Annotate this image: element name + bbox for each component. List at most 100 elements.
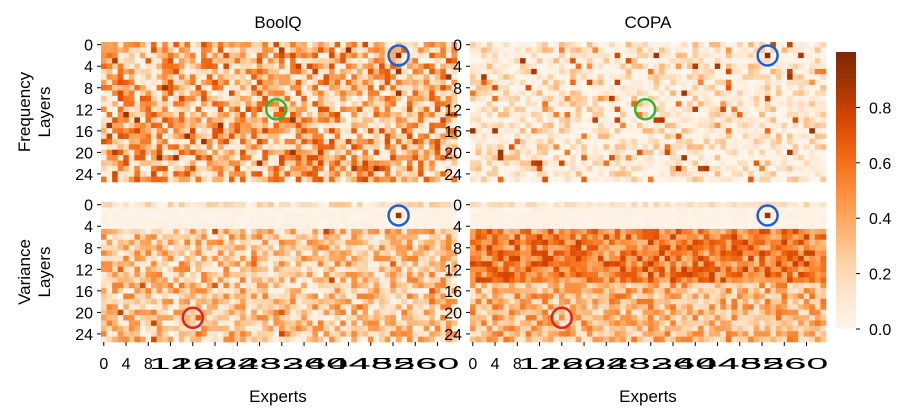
heatmap-cell bbox=[731, 68, 738, 75]
heatmap-cell bbox=[101, 207, 107, 214]
heatmap-cell bbox=[190, 42, 196, 48]
heatmap-cell bbox=[262, 68, 269, 75]
heatmap-cell bbox=[134, 128, 141, 134]
heatmap-cell bbox=[301, 122, 308, 129]
heatmap-cell bbox=[351, 101, 358, 107]
heatmap-cell bbox=[586, 74, 593, 80]
heatmap-cell bbox=[251, 331, 258, 337]
heatmap-cell bbox=[412, 309, 419, 316]
heatmap-cell bbox=[742, 106, 749, 113]
heatmap-cell bbox=[470, 122, 476, 129]
heatmap-cell bbox=[703, 112, 710, 118]
heatmap-cell bbox=[323, 202, 330, 208]
heatmap-cell bbox=[803, 90, 810, 97]
heatmap-cell bbox=[201, 117, 207, 124]
heatmap-cell bbox=[351, 228, 358, 235]
heatmap-cell bbox=[212, 144, 219, 150]
heatmap-cell bbox=[112, 106, 118, 113]
heatmap-cell bbox=[775, 128, 782, 134]
heatmap-cell bbox=[503, 128, 510, 134]
heatmap-cell bbox=[390, 74, 397, 80]
heatmap-cell bbox=[329, 128, 335, 134]
heatmap-cell bbox=[173, 68, 180, 75]
heatmap-cell bbox=[742, 149, 749, 156]
heatmap-cell bbox=[128, 315, 135, 321]
heatmap-cell bbox=[156, 315, 163, 321]
heatmap-cell bbox=[273, 176, 280, 183]
heatmap-cell bbox=[139, 122, 146, 129]
heatmap-cell bbox=[445, 325, 452, 332]
heatmap-cell bbox=[798, 63, 805, 70]
heatmap-cell bbox=[492, 85, 499, 91]
heatmap-cell bbox=[112, 160, 118, 167]
heatmap-cell bbox=[156, 58, 163, 64]
heatmap-cell bbox=[379, 133, 385, 140]
heatmap-cell bbox=[497, 165, 504, 172]
heatmap-cell bbox=[814, 160, 821, 167]
heatmap-cell bbox=[256, 101, 263, 107]
heatmap-cell bbox=[564, 112, 571, 118]
heatmap-cell bbox=[792, 155, 799, 161]
heatmap-cell bbox=[301, 277, 308, 284]
heatmap-cell bbox=[145, 106, 152, 113]
heatmap-cell bbox=[362, 74, 369, 80]
heatmap-cell bbox=[475, 74, 482, 80]
heatmap-cell bbox=[451, 250, 458, 257]
heatmap-cell bbox=[429, 245, 436, 251]
heatmap-cell bbox=[481, 155, 487, 161]
heatmap-cell bbox=[692, 133, 699, 140]
heatmap-cell bbox=[362, 63, 369, 70]
heatmap-cell bbox=[586, 133, 593, 140]
heatmap-cell bbox=[112, 315, 118, 321]
heatmap-cell bbox=[356, 79, 363, 86]
heatmap-cell bbox=[570, 85, 576, 91]
heatmap-cell bbox=[536, 149, 543, 156]
heatmap-cell bbox=[508, 74, 515, 80]
heatmap-cell bbox=[440, 90, 447, 97]
heatmap-cell bbox=[290, 234, 296, 240]
heatmap-cell bbox=[373, 315, 380, 321]
heatmap-cell bbox=[306, 331, 313, 337]
heatmap-cell bbox=[273, 272, 280, 278]
heatmap-cell bbox=[139, 112, 146, 118]
heatmap-cell bbox=[273, 266, 280, 273]
heatmap-cell bbox=[329, 245, 335, 251]
heatmap-cell bbox=[345, 212, 352, 219]
heatmap-cell bbox=[603, 106, 610, 113]
heatmap-cell bbox=[245, 63, 252, 70]
heatmap-cell bbox=[492, 138, 499, 145]
heatmap-cell bbox=[340, 149, 347, 156]
heatmap-cell bbox=[368, 52, 374, 59]
heatmap-cell bbox=[648, 101, 654, 107]
heatmap-cell bbox=[123, 223, 130, 230]
heatmap-cell bbox=[134, 165, 141, 172]
heatmap-cell bbox=[317, 165, 324, 172]
heatmap-cell bbox=[267, 101, 274, 107]
heatmap-cell bbox=[609, 74, 615, 80]
heatmap-cell bbox=[145, 90, 152, 97]
heatmap-cell bbox=[423, 160, 430, 167]
heatmap-cell bbox=[162, 272, 169, 278]
heatmap-cell bbox=[245, 47, 252, 54]
heatmap-cell bbox=[575, 171, 582, 177]
heatmap-cell bbox=[379, 117, 385, 124]
heatmap-cell bbox=[317, 325, 324, 332]
heatmap-cell bbox=[759, 85, 766, 91]
heatmap-cell bbox=[531, 128, 538, 134]
heatmap-cell bbox=[190, 228, 196, 235]
heatmap-cell bbox=[725, 74, 732, 80]
heatmap-cell bbox=[406, 47, 413, 54]
heatmap-cell bbox=[686, 117, 693, 124]
heatmap-cell bbox=[418, 261, 424, 267]
heatmap-cell bbox=[725, 149, 732, 156]
heatmap-cell bbox=[731, 42, 738, 48]
y-tick-label: 0 bbox=[84, 38, 93, 55]
heatmap-cell bbox=[112, 266, 118, 273]
heatmap-cell bbox=[212, 234, 219, 240]
heatmap-cell bbox=[675, 144, 682, 150]
heatmap-cell bbox=[156, 128, 163, 134]
heatmap-cell bbox=[475, 79, 482, 86]
heatmap-cell bbox=[101, 288, 107, 294]
heatmap-cell bbox=[306, 309, 313, 316]
heatmap-cell bbox=[329, 122, 335, 129]
